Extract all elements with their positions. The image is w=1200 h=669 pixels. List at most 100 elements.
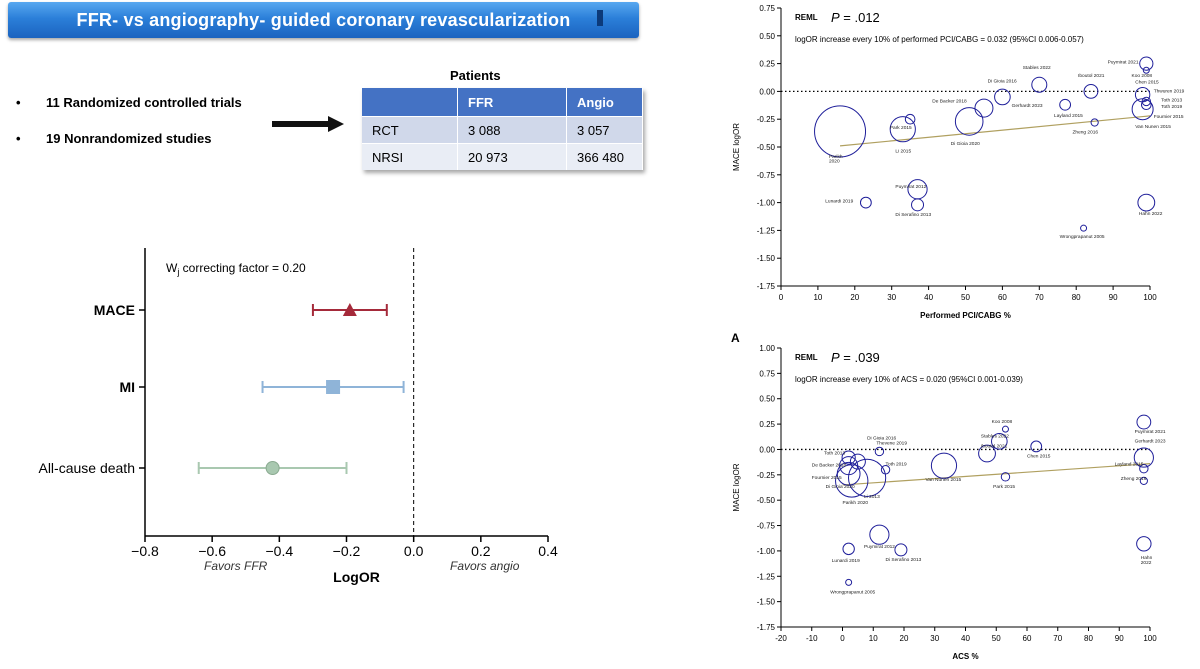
y-tick-label: 1.00 [759, 344, 775, 353]
x-axis-title: ACS % [952, 652, 978, 661]
study-label: Parikh 2020 [843, 500, 869, 506]
study-label: Li 2013 [864, 494, 880, 500]
study-bubble [1137, 537, 1151, 551]
study-bubble [1032, 77, 1047, 92]
table-cell: 20 973 [458, 144, 567, 171]
y-tick-label: -1.50 [757, 254, 776, 263]
study-label: Park 2015 [890, 125, 912, 131]
x-tick-label: 90 [1115, 634, 1124, 643]
p-value-label: P = .012 [831, 10, 880, 25]
x-tick-label: 50 [961, 293, 970, 302]
x-tick-label: 50 [992, 634, 1001, 643]
study-label: Toth 2013 [824, 451, 845, 457]
x-tick-label: −0.4 [266, 543, 294, 559]
study-label: Wrongprapanut 2005 [1060, 234, 1105, 240]
study-bubble [1091, 119, 1098, 126]
y-tick-label: 0.00 [759, 87, 775, 96]
study-label: Van Nunen 2015 [1135, 124, 1171, 130]
meta-regression-acs: 1.000.750.500.250.00-0.25-0.50-0.75-1.00… [715, 332, 1200, 669]
study-label: Wrongprapanut 2005 [830, 590, 875, 596]
y-tick-label: -1.00 [757, 199, 776, 208]
x-tick-label: 60 [998, 293, 1007, 302]
title-banner: FFR- vs angiography- guided coronary rev… [8, 2, 639, 38]
study-label: Chen 2015 [1135, 80, 1159, 86]
bullet-text: 11 Randomized controlled trials [46, 95, 242, 110]
banner-title: FFR- vs angiography- guided coronary rev… [8, 10, 639, 31]
y-tick-label: -0.75 [757, 522, 776, 531]
p-value-label: P = .039 [831, 350, 880, 365]
study-label: Koo 2008 [1132, 73, 1153, 79]
x-tick-label: 40 [961, 634, 970, 643]
study-label: Stables 2022 [1023, 65, 1051, 71]
forest-plot: −0.8 −0.6 −0.4 −0.2 0.0 0.2 0.4Wj correcting f… [0, 240, 600, 590]
x-tick-label: 20 [850, 293, 859, 302]
y-tick-label: 0.50 [759, 395, 775, 404]
x-tick-label: 70 [1053, 634, 1062, 643]
y-tick-label: 0.50 [759, 32, 775, 41]
x-tick-label: −0.8 [131, 543, 159, 559]
table-header: FFR [458, 88, 567, 117]
study-bubble [1140, 57, 1153, 70]
study-label: Di Gioia 2016 [988, 79, 1017, 85]
study-bubble [912, 199, 924, 211]
table-cell: NRSI [362, 144, 458, 171]
study-bubble [1137, 415, 1151, 429]
study-label: Iboutol 2021 [981, 443, 1008, 449]
table-cell: 366 480 [567, 144, 643, 171]
x-tick-label: 60 [1023, 634, 1032, 643]
study-label: Toth 2019 [886, 462, 907, 468]
study-label: Toth 2019 [1161, 104, 1182, 110]
y-tick-label: -0.25 [757, 115, 776, 124]
study-label: Lunardi 2019 [832, 558, 860, 564]
y-tick-label: 0.00 [759, 445, 775, 454]
y-tick-label: 0.75 [759, 369, 775, 378]
study-label: Lunardi 2019 [825, 199, 853, 205]
study-label: Thwuren 2019 [1154, 89, 1185, 95]
estimate-marker [266, 462, 279, 475]
y-tick-label: -1.75 [757, 282, 776, 291]
study-bubble [975, 99, 993, 117]
correcting-factor-annotation: Wj correcting factor = 0.20 [166, 261, 306, 277]
study-bubble [836, 465, 868, 497]
x-tick-label: 0 [779, 293, 784, 302]
table-cell: 3 057 [567, 117, 643, 144]
row-label: MI [119, 379, 135, 395]
x-tick-label: 30 [930, 634, 939, 643]
y-tick-label: 0.25 [759, 60, 775, 69]
study-bubble [1002, 426, 1008, 432]
study-bubble [875, 447, 883, 455]
regression-note: logOR increase every 10% of ACS = 0.020 … [795, 375, 1023, 384]
row-label: MACE [94, 302, 135, 318]
x-axis-title: Performed PCI/CABG % [920, 311, 1011, 320]
x-tick-label: 40 [924, 293, 933, 302]
x-tick-label: −0.6 [198, 543, 226, 559]
study-bubble [1031, 441, 1042, 452]
study-label: Koo 2008 [992, 419, 1013, 425]
y-tick-label: 0.25 [759, 420, 775, 429]
x-tick-label: 0 [840, 634, 845, 643]
study-label: Chen 2015 [1027, 454, 1051, 460]
y-tick-label: -1.00 [757, 547, 776, 556]
bullet-dot: • [16, 131, 21, 146]
x-tick-label: 0.4 [538, 543, 558, 559]
x-tick-label: 100 [1143, 293, 1157, 302]
study-label: Puymirat 2012 [895, 184, 926, 190]
study-bubble [1138, 194, 1155, 211]
study-label: 2020 [829, 159, 840, 165]
method-label: REML [795, 13, 818, 22]
x-tick-label: -10 [806, 634, 818, 643]
study-label: De Backer 2018 [932, 99, 967, 105]
study-bubble [860, 197, 871, 208]
banner-marker [597, 10, 603, 26]
study-bubble [849, 459, 886, 496]
patients-table: FFR Angio RCT 3 088 3 057 NRSI 20 973 36… [362, 88, 643, 170]
x-tick-label: −0.2 [333, 543, 361, 559]
method-label: REML [795, 353, 818, 362]
study-label: Di Gioia 2020 [951, 141, 980, 147]
study-bubble [843, 543, 854, 554]
x-tick-label: 10 [813, 293, 822, 302]
y-axis-title: MACE logOR [732, 123, 741, 171]
x-tick-label: 10 [869, 634, 878, 643]
study-label: Puymirat 2021 [1135, 429, 1166, 435]
study-label: Toth 2013 [1161, 97, 1182, 103]
